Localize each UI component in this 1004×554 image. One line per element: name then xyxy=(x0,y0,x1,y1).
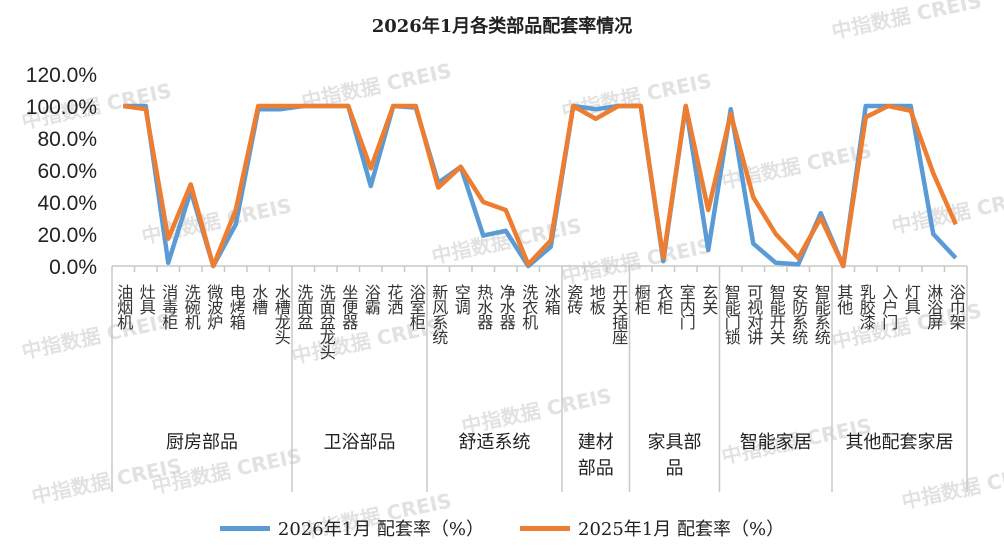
series-line-2025 xyxy=(122,103,958,269)
legend-label-2025: 2025年1月 配套率（%） xyxy=(578,519,785,540)
x-tick-label: 花洒 xyxy=(384,284,404,314)
x-tick-label: 油烟机 xyxy=(114,284,134,329)
x-tick-label: 冰箱 xyxy=(541,284,561,314)
x-tick-label: 热水器 xyxy=(474,284,494,329)
y-tick-label: 80.0% xyxy=(37,128,97,151)
y-tick-label: 40.0% xyxy=(37,192,97,215)
legend: 2026年1月 配套率（%） 2025年1月 配套率（%） xyxy=(0,515,1004,541)
x-tick-label: 玄关 xyxy=(699,284,719,314)
x-tick-label: 地板 xyxy=(586,284,606,314)
x-tick-label: 消毒柜 xyxy=(159,284,179,329)
x-tick-label: 坐便器 xyxy=(339,284,359,329)
x-tick-label: 开关插座 xyxy=(609,284,629,344)
x-tick-label: 浴巾架 xyxy=(946,284,966,329)
legend-swatch-2026 xyxy=(219,525,270,531)
x-tick-label: 洗面盆龙头 xyxy=(316,284,336,359)
x-tick-label: 水槽龙头 xyxy=(271,284,291,344)
y-tick-label: 0.0% xyxy=(49,256,97,279)
x-tick-label: 橱柜 xyxy=(631,284,651,314)
group-label: 卫浴部品 xyxy=(323,432,396,453)
x-tick-label: 室内门 xyxy=(676,284,696,329)
group-label: 舒适系统 xyxy=(458,432,531,453)
x-tick-label: 智能系统 xyxy=(811,284,831,344)
group-label: 其他配套家居 xyxy=(845,432,954,453)
x-tick-label: 智能开关 xyxy=(766,284,786,344)
x-tick-label: 洗面盆 xyxy=(294,284,314,329)
y-tick-label: 120.0% xyxy=(26,64,97,87)
legend-item-2025: 2025年1月 配套率（%） xyxy=(520,515,784,541)
group-label: 家具部品 xyxy=(647,432,702,479)
x-tick-label: 安防系统 xyxy=(789,284,809,344)
legend-item-2026: 2026年1月 配套率（%） xyxy=(219,515,484,541)
group-label: 建材部品 xyxy=(577,432,614,479)
x-tick-label: 新风系统 xyxy=(429,284,449,344)
x-tick-label: 浴室柜 xyxy=(406,284,426,329)
y-tick-label: 60.0% xyxy=(37,160,97,183)
x-tick-label: 其他 xyxy=(834,284,854,314)
x-tick-label: 洗碗机 xyxy=(181,284,201,329)
x-tick-label: 衣柜 xyxy=(654,284,674,314)
legend-label-2026: 2026年1月 配套率（%） xyxy=(277,519,484,540)
chart-title: 2026年1月各类部品配套率情况 xyxy=(371,16,633,37)
x-tick-label: 智能门锁 xyxy=(721,284,741,344)
x-tick-label: 入户门 xyxy=(879,284,899,329)
x-tick-label: 微波炉 xyxy=(204,284,224,329)
x-tick-label: 淋浴屏 xyxy=(924,284,944,329)
y-tick-label: 20.0% xyxy=(37,224,97,247)
x-tick-label: 浴霸 xyxy=(361,284,381,314)
x-tick-label: 空调 xyxy=(451,284,471,314)
legend-swatch-2025 xyxy=(520,525,570,531)
x-tick-label: 瓷砖 xyxy=(564,284,584,314)
y-tick-label: 100.0% xyxy=(26,96,97,119)
x-tick-label: 灯具 xyxy=(901,284,921,314)
x-tick-label: 灶具 xyxy=(136,284,156,314)
x-tick-label: 电烤箱 xyxy=(226,284,246,329)
group-label: 厨房部品 xyxy=(166,432,238,453)
x-tick-label: 乳胶漆 xyxy=(856,284,876,329)
x-tick-label: 洗衣机 xyxy=(519,284,539,329)
x-tick-label: 可视对讲 xyxy=(744,284,764,344)
group-label: 智能家居 xyxy=(739,432,812,453)
x-tick-label: 水槽 xyxy=(249,284,269,314)
x-tick-label: 净水器 xyxy=(496,284,516,329)
